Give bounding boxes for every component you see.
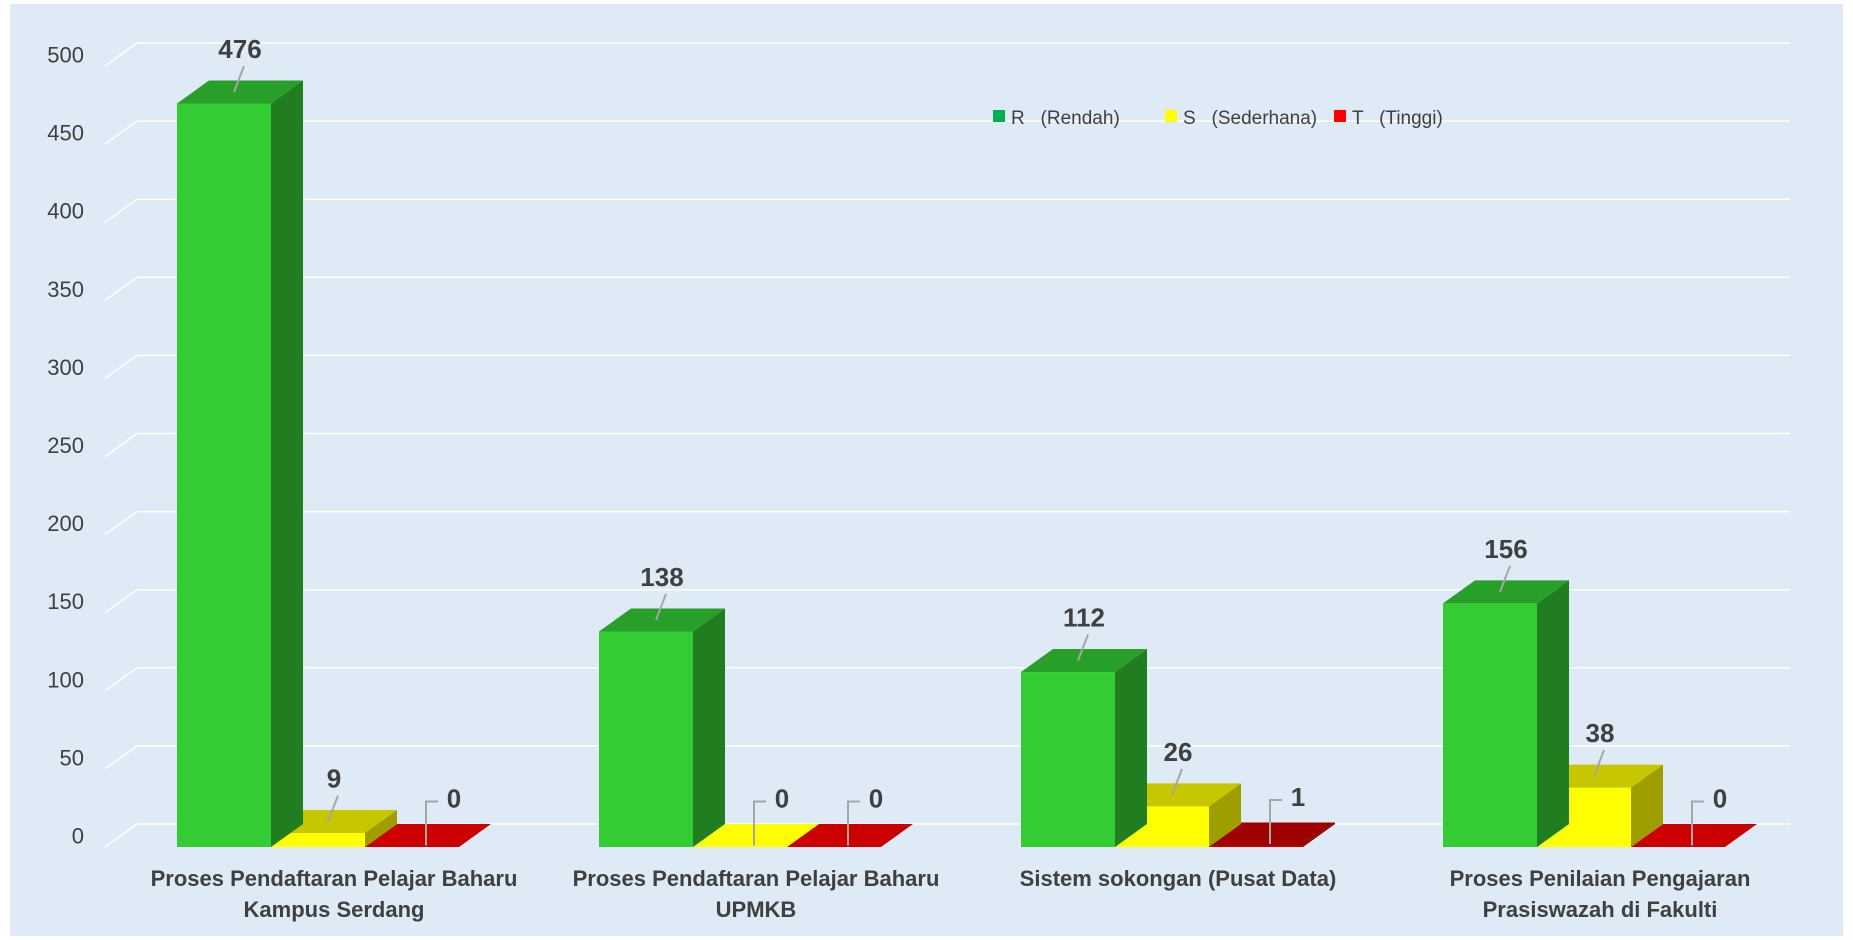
data-label-leader-line bbox=[1593, 749, 1605, 777]
data-label: 38 bbox=[1586, 718, 1615, 748]
bar-tinggi bbox=[1209, 822, 1335, 847]
bar-side-face bbox=[271, 80, 303, 848]
bar-tinggi bbox=[787, 824, 913, 847]
data-label: 476 bbox=[218, 34, 261, 64]
legend-swatch bbox=[1165, 110, 1177, 122]
y-tick-label: 450 bbox=[47, 121, 84, 146]
data-label: 156 bbox=[1484, 534, 1527, 564]
data-label: 9 bbox=[327, 763, 341, 793]
data-label-leader-line bbox=[1499, 565, 1511, 593]
bar-rendah bbox=[177, 80, 303, 848]
bar-side-face bbox=[1303, 822, 1335, 847]
legend-swatch bbox=[1334, 110, 1346, 122]
bar-top-face bbox=[1021, 649, 1147, 673]
grid-line-diagonal bbox=[104, 198, 138, 223]
bar-front-face bbox=[1443, 603, 1537, 847]
legend-entry: S (Sederhana) bbox=[1183, 108, 1317, 129]
bar-rendah bbox=[1021, 649, 1147, 847]
grid-line-diagonal bbox=[104, 120, 138, 145]
bar-top-face bbox=[1631, 824, 1757, 847]
data-label-leader-line bbox=[1077, 634, 1089, 661]
bar-sederhana bbox=[693, 824, 819, 847]
grid-lines bbox=[104, 42, 1790, 848]
data-label-leader-line bbox=[655, 593, 667, 621]
bar-side-face bbox=[1115, 649, 1147, 847]
y-tick-label: 150 bbox=[47, 589, 84, 614]
bar-front-face bbox=[599, 631, 693, 847]
bar-front-face bbox=[1209, 845, 1303, 847]
data-labels: 0 9 476 0 0 138 1 26 112 0 38 156 bbox=[218, 34, 1727, 846]
data-label: 26 bbox=[1164, 737, 1193, 767]
grid-line-diagonal bbox=[104, 432, 138, 458]
data-label: 112 bbox=[1063, 603, 1105, 633]
data-label-leader-line bbox=[233, 65, 245, 93]
category-label: Proses Pendaftaran Pelajar Baharu UPMKB bbox=[573, 866, 940, 922]
legend-swatch bbox=[993, 110, 1005, 122]
y-tick-label: 250 bbox=[47, 433, 84, 458]
data-label-leader-line bbox=[425, 800, 438, 846]
y-tick-label: 350 bbox=[47, 277, 84, 302]
category-label: Proses Pendaftaran Pelajar Baharu Kampus … bbox=[151, 866, 518, 922]
grid-line-diagonal bbox=[104, 823, 138, 848]
data-label-leader-line bbox=[1269, 798, 1282, 844]
y-tick-label: 500 bbox=[47, 43, 84, 68]
y-tick-label: 400 bbox=[47, 199, 84, 224]
grid-line-diagonal bbox=[104, 276, 138, 301]
data-label: 0 bbox=[1713, 784, 1727, 814]
y-tick-label: 0 bbox=[72, 824, 84, 849]
data-label-leader-line bbox=[753, 800, 766, 846]
grid-line-diagonal bbox=[104, 354, 138, 380]
bar-side-face bbox=[1537, 580, 1569, 847]
bar-top-face bbox=[1443, 580, 1569, 604]
data-label-leader-line bbox=[1691, 800, 1704, 846]
bar-front-face bbox=[1021, 672, 1115, 847]
category-label: Proses Penilaian Pengajaran Prasiswazah d… bbox=[1450, 866, 1751, 922]
bar-front-face bbox=[177, 103, 271, 848]
data-label-leader-line bbox=[327, 795, 339, 822]
bar-side-face bbox=[1209, 783, 1241, 847]
y-tick-label: 200 bbox=[47, 511, 84, 536]
category-labels: Proses Pendaftaran Pelajar Baharu Kampus … bbox=[151, 866, 1751, 922]
bar-side-face bbox=[693, 608, 725, 847]
bars bbox=[177, 80, 1757, 848]
bar-side-face bbox=[365, 809, 397, 847]
y-tick-label: 300 bbox=[47, 355, 84, 380]
data-label-leader-line bbox=[1171, 768, 1183, 796]
grid-line-diagonal bbox=[104, 589, 138, 614]
category-label: Sistem sokongan (Pusat Data) bbox=[1020, 866, 1337, 891]
bar-top-face bbox=[365, 824, 491, 847]
bar-top-face bbox=[177, 80, 303, 104]
legend-entry: T (Tinggi) bbox=[1352, 108, 1443, 129]
y-axis-tick-labels: 0 50 100 150 200 250 300 350 400 450 500 bbox=[47, 43, 84, 849]
bar-tinggi bbox=[365, 824, 491, 847]
bar-top-face bbox=[1209, 822, 1335, 846]
data-label: 0 bbox=[447, 784, 461, 814]
grid-line-diagonal bbox=[104, 667, 138, 692]
data-label: 0 bbox=[869, 784, 883, 814]
data-label: 1 bbox=[1291, 782, 1305, 812]
bar-side-face bbox=[1631, 764, 1663, 847]
data-label: 138 bbox=[640, 562, 683, 592]
data-label-leader-line bbox=[847, 800, 860, 846]
legend-entry: R (Rendah) bbox=[1011, 108, 1120, 129]
bar-top-face bbox=[599, 608, 725, 632]
data-label: 0 bbox=[775, 784, 789, 814]
bar-tinggi bbox=[1631, 824, 1757, 847]
y-tick-label: 50 bbox=[60, 745, 84, 770]
grid-line-diagonal bbox=[104, 42, 138, 67]
bar-rendah bbox=[599, 608, 725, 847]
legend: R (Rendah) S (Sederhana) T (Tinggi) bbox=[993, 108, 1443, 129]
bar-rendah bbox=[1443, 580, 1569, 847]
grid-line-diagonal bbox=[104, 745, 138, 770]
y-tick-label: 100 bbox=[47, 667, 84, 692]
grid-line-diagonal bbox=[104, 510, 138, 536]
bar-top-face bbox=[787, 824, 913, 847]
bar-front-face bbox=[271, 832, 365, 847]
bar-top-face bbox=[693, 824, 819, 847]
